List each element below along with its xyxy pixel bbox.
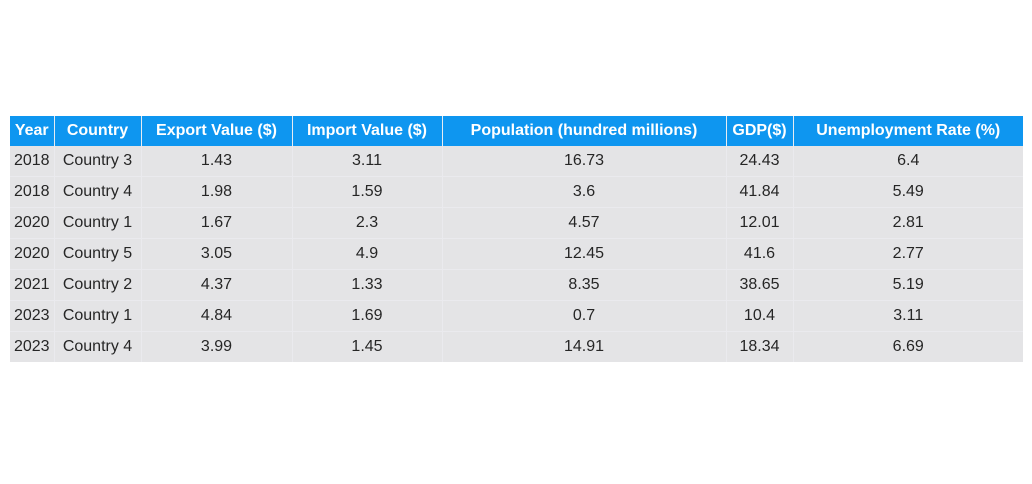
table-cell-population: 3.6	[442, 176, 727, 208]
table-cell-country: Country 4	[54, 331, 142, 362]
table-cell-gdp: 24.43	[726, 146, 794, 177]
table-cell-unemployment-rate: 3.11	[793, 300, 1023, 332]
table-cell-export-value: 1.67	[141, 207, 293, 239]
table-cell-country: Country 2	[54, 269, 142, 301]
table-cell-country: Country 5	[54, 238, 142, 270]
table-cell-import-value: 1.33	[292, 269, 443, 301]
column-header-unemployment-rate: Unemployment Rate (%)	[793, 116, 1023, 146]
table-cell-year: 2023	[10, 331, 55, 362]
table-cell-unemployment-rate: 6.69	[793, 331, 1023, 362]
table-cell-gdp: 12.01	[726, 207, 794, 239]
table-body: 2018 Country 3 1.43 3.11 16.73 24.43 6.4 2018 Co…	[10, 146, 1023, 362]
header-row: Year Country Export Value ($) Import Val…	[10, 116, 1023, 146]
table-cell-gdp: 18.34	[726, 331, 794, 362]
table-cell-year: 2021	[10, 269, 55, 301]
table-cell-import-value: 1.69	[292, 300, 443, 332]
table-cell-import-value: 4.9	[292, 238, 443, 270]
column-header-export-value: Export Value ($)	[141, 116, 293, 146]
table-cell-import-value: 2.3	[292, 207, 443, 239]
table-cell-country: Country 1	[54, 207, 142, 239]
table-cell-export-value: 4.37	[141, 269, 293, 301]
table-cell-country: Country 3	[54, 146, 142, 177]
table-cell-year: 2023	[10, 300, 55, 332]
data-table: Year Country Export Value ($) Import Val…	[10, 116, 1023, 362]
column-header-gdp: GDP($)	[726, 116, 794, 146]
table-row: 2020 Country 5 3.05 4.9 12.45 41.6 2.77	[10, 238, 1023, 270]
table-cell-unemployment-rate: 2.77	[793, 238, 1023, 270]
table-cell-export-value: 3.05	[141, 238, 293, 270]
table-cell-gdp: 41.84	[726, 176, 794, 208]
table-cell-export-value: 3.99	[141, 331, 293, 362]
table-cell-import-value: 3.11	[292, 146, 443, 177]
table-cell-population: 0.7	[442, 300, 727, 332]
column-header-import-value: Import Value ($)	[292, 116, 443, 146]
table-row: 2023 Country 1 4.84 1.69 0.7 10.4 3.11	[10, 300, 1023, 332]
table-cell-population: 14.91	[442, 331, 727, 362]
table-cell-year: 2018	[10, 146, 55, 177]
table-cell-unemployment-rate: 5.19	[793, 269, 1023, 301]
table-cell-population: 8.35	[442, 269, 727, 301]
table-cell-gdp: 41.6	[726, 238, 794, 270]
table-cell-gdp: 10.4	[726, 300, 794, 332]
table-row: 2018 Country 3 1.43 3.11 16.73 24.43 6.4	[10, 146, 1023, 177]
table-cell-country: Country 1	[54, 300, 142, 332]
table-cell-population: 12.45	[442, 238, 727, 270]
table-cell-population: 16.73	[442, 146, 727, 177]
table-cell-export-value: 1.98	[141, 176, 293, 208]
column-header-population: Population (hundred millions)	[442, 116, 727, 146]
table-cell-country: Country 4	[54, 176, 142, 208]
table-cell-population: 4.57	[442, 207, 727, 239]
table-cell-year: 2020	[10, 238, 55, 270]
table-cell-year: 2018	[10, 176, 55, 208]
table-header: Year Country Export Value ($) Import Val…	[10, 116, 1023, 146]
table-cell-export-value: 1.43	[141, 146, 293, 177]
table-cell-unemployment-rate: 2.81	[793, 207, 1023, 239]
table-cell-export-value: 4.84	[141, 300, 293, 332]
table-cell-import-value: 1.45	[292, 331, 443, 362]
table-cell-gdp: 38.65	[726, 269, 794, 301]
data-table-container: Year Country Export Value ($) Import Val…	[10, 116, 1023, 362]
table-cell-unemployment-rate: 5.49	[793, 176, 1023, 208]
table-cell-unemployment-rate: 6.4	[793, 146, 1023, 177]
table-row: 2023 Country 4 3.99 1.45 14.91 18.34 6.69	[10, 331, 1023, 362]
table-cell-year: 2020	[10, 207, 55, 239]
table-cell-import-value: 1.59	[292, 176, 443, 208]
column-header-year: Year	[10, 116, 55, 146]
column-header-country: Country	[54, 116, 142, 146]
table-row: 2018 Country 4 1.98 1.59 3.6 41.84 5.49	[10, 176, 1023, 208]
table-row: 2021 Country 2 4.37 1.33 8.35 38.65 5.19	[10, 269, 1023, 301]
table-row: 2020 Country 1 1.67 2.3 4.57 12.01 2.81	[10, 207, 1023, 239]
